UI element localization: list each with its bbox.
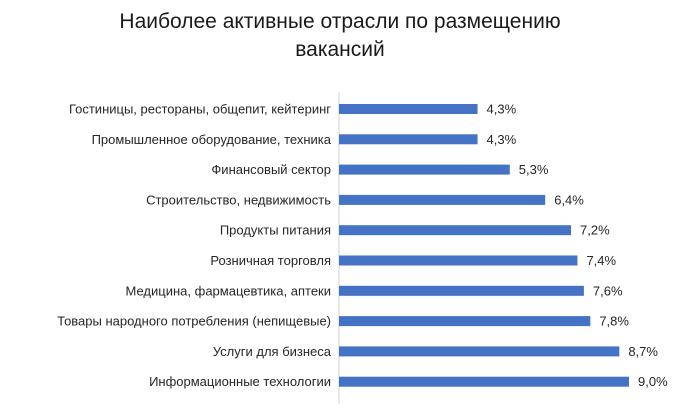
value-label: 4,3%	[487, 102, 517, 117]
bar	[339, 134, 478, 145]
category-label: Информационные технологии	[149, 374, 331, 389]
value-label: 7,4%	[586, 253, 616, 268]
category-label: Промышленное оборудование, техника	[92, 132, 332, 147]
value-label: 7,8%	[599, 314, 629, 329]
chart-title: Наиболее активные отрасли по размещению …	[40, 8, 640, 64]
category-label: Услуги для бизнеса	[213, 344, 332, 359]
category-label: Гостиницы, рестораны, общепит, кейтеринг	[69, 102, 331, 117]
bar	[339, 164, 510, 175]
bar	[339, 376, 629, 387]
bar	[339, 255, 578, 266]
category-label: Товары народного потребления (непищевые)	[57, 314, 331, 329]
category-label: Финансовый сектор	[211, 162, 331, 177]
bar	[339, 225, 571, 236]
bar	[339, 285, 584, 296]
value-label: 6,4%	[554, 192, 584, 207]
value-label: 7,2%	[580, 223, 610, 238]
bar	[339, 316, 591, 327]
category-label: Строительство, недвижимость	[146, 192, 331, 207]
value-label: 9,0%	[638, 374, 668, 389]
category-label: Продукты питания	[220, 223, 331, 238]
value-label: 7,6%	[593, 283, 623, 298]
bar	[339, 346, 620, 357]
category-label: Розничная торговля	[210, 253, 331, 268]
value-label: 8,7%	[628, 344, 658, 359]
chart-title-line-2: вакансий	[295, 38, 385, 61]
category-label: Медицина, фармацевтика, аптеки	[126, 283, 331, 298]
chart-title-line-1: Наиболее активные отрасли по размещению	[119, 10, 561, 33]
value-label: 4,3%	[487, 132, 517, 147]
bar	[339, 194, 546, 205]
value-label: 5,3%	[519, 162, 549, 177]
bar	[339, 104, 478, 114]
